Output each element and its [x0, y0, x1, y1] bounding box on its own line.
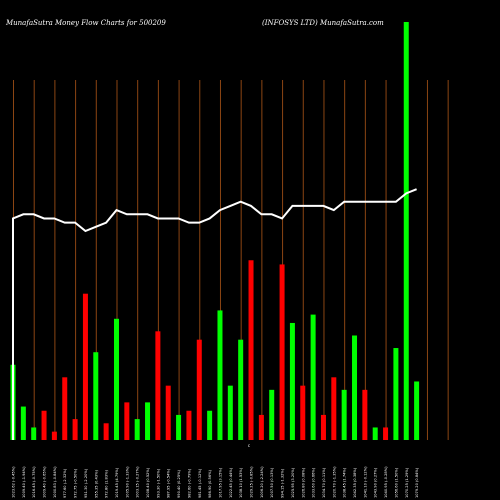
x-tick-label: 986.90 (0.56%)	[208, 469, 212, 498]
x-tick-label: 1019.45 (4.79%)	[115, 467, 119, 498]
bar-down	[51, 431, 57, 440]
bar-up	[145, 402, 151, 440]
bar-down	[300, 385, 306, 440]
x-tick-label: 993.30 (-1.50%)	[156, 468, 160, 498]
bar-down	[320, 414, 326, 440]
bar-up	[238, 339, 244, 440]
bar-up	[289, 322, 295, 440]
x-tick-label: 977.60 (-2.32%)	[63, 468, 67, 498]
x-tick-label: 1038.45 (1.74%)	[343, 467, 347, 498]
x-tick-label: 994.15 (-1.32%)	[281, 468, 285, 498]
x-tick-label: 1043.90 (0.27%)	[374, 467, 378, 498]
x-tick-label: 1009.40 (-1.94%)	[22, 466, 26, 498]
x-tick-label: 972.75 (-0.50%)	[74, 468, 78, 498]
chart-title-right: (INFOSYS LTD) MunafaSutra.com	[262, 19, 384, 27]
x-tick-label: 1003.15 (-0.27%)	[136, 466, 140, 498]
bar-down	[331, 377, 337, 440]
price-line	[12, 188, 417, 440]
bar-down	[258, 414, 264, 440]
bar-down	[124, 402, 130, 440]
x-tick-label: 951.30 (-2.20%)	[84, 468, 88, 498]
x-tick-label: 1009.40 (-0.65%)	[43, 466, 47, 498]
x-tick-label: 1029.25 (-0.85%)	[250, 466, 254, 498]
x-tick-labels: 1023.62 (-0.45%) 1009.40 (-1.94%) 1016.45 …	[12, 466, 420, 498]
x-tick-label: 1007.50 (0.13%)	[270, 467, 274, 498]
bar-up	[134, 419, 140, 440]
x-tick-label: 1040.95 (-0.28%)	[384, 466, 388, 498]
x-tick-label: 1038.10 (1.53%)	[239, 467, 243, 498]
x-tick-label: 1023.62 (-0.45%)	[12, 466, 16, 498]
bar-up	[113, 318, 119, 440]
bar-down	[383, 427, 389, 440]
bar-up	[403, 22, 409, 440]
bar-up	[217, 310, 223, 440]
x-tick-label: 1016.45 (-0.75%)	[32, 466, 36, 498]
x-tick-label: 1008.40 (0.52%)	[146, 467, 150, 498]
bar-down	[62, 377, 68, 440]
bar-down	[103, 423, 109, 440]
x-tick-label: 1022.45 (0.44%)	[229, 467, 233, 498]
x-tick-label: 990.40 (0.25%)	[177, 469, 181, 498]
bar-up	[20, 406, 26, 440]
bar-up	[207, 410, 213, 440]
center-marker: c	[248, 443, 250, 448]
bar-down	[186, 410, 192, 440]
bar-down	[279, 264, 285, 440]
bar-up	[393, 348, 399, 440]
x-tick-label: 981.45 (-0.12%)	[198, 468, 202, 498]
x-tick-label: 955.35 (0.43%)	[94, 469, 98, 498]
bar-down	[41, 410, 47, 440]
chart-title-left: MunafaSutra Money Flow Charts for 500209	[5, 19, 166, 27]
bar-down	[82, 293, 88, 440]
x-tick-label: 1025.95 (3.20%)	[291, 467, 295, 498]
x-tick-label: 1005.90 (-1.33%)	[125, 466, 129, 498]
bar-up	[341, 389, 347, 440]
bar-up	[176, 414, 182, 440]
bar-down	[155, 331, 161, 440]
x-tick-label: 1017.95 (3.15%)	[218, 467, 222, 498]
x-tick-label: 1006.20 (-2.24%)	[260, 466, 264, 498]
x-tick-label: 1033.60 (0.66%)	[312, 467, 316, 498]
x-tick-label: 1026.80 (0.08%)	[301, 467, 305, 498]
bar-up	[227, 385, 233, 440]
x-tick-label: 987.95 (-0.54%)	[167, 468, 171, 498]
bars	[10, 22, 420, 440]
bar-up	[414, 381, 420, 440]
bar-up	[372, 427, 378, 440]
x-tick-label: 972.80 (1.83%)	[105, 469, 109, 498]
bar-up	[93, 352, 99, 440]
bar-down	[362, 389, 368, 440]
bar-up	[310, 314, 316, 440]
bar-down	[196, 339, 202, 440]
x-tick-label: 1000.83 (-0.84%)	[53, 466, 57, 498]
bar-up	[352, 335, 358, 440]
line-series	[12, 188, 417, 440]
x-tick-label: 1070.25 (1.29%)	[405, 467, 409, 498]
x-tick-label: 1020.70 (-1.35%)	[332, 466, 336, 498]
bar-down	[248, 260, 254, 440]
x-tick-label: 1056.60 (1.50%)	[394, 467, 398, 498]
x-tick-label: 1042.35 (0.38%)	[353, 467, 357, 498]
x-tick-label: 1034.70 (0.11%)	[322, 467, 326, 498]
bar-down	[72, 419, 78, 440]
x-tick-label: 982.60 (-0.79%)	[187, 468, 191, 498]
x-tick-label: 1041.10 (-0.12%)	[363, 466, 367, 498]
x-tick-label: 1079.20 (0.84%)	[415, 467, 419, 498]
bar-down	[165, 385, 171, 440]
bar-up	[269, 389, 275, 440]
bar-up	[31, 427, 37, 440]
